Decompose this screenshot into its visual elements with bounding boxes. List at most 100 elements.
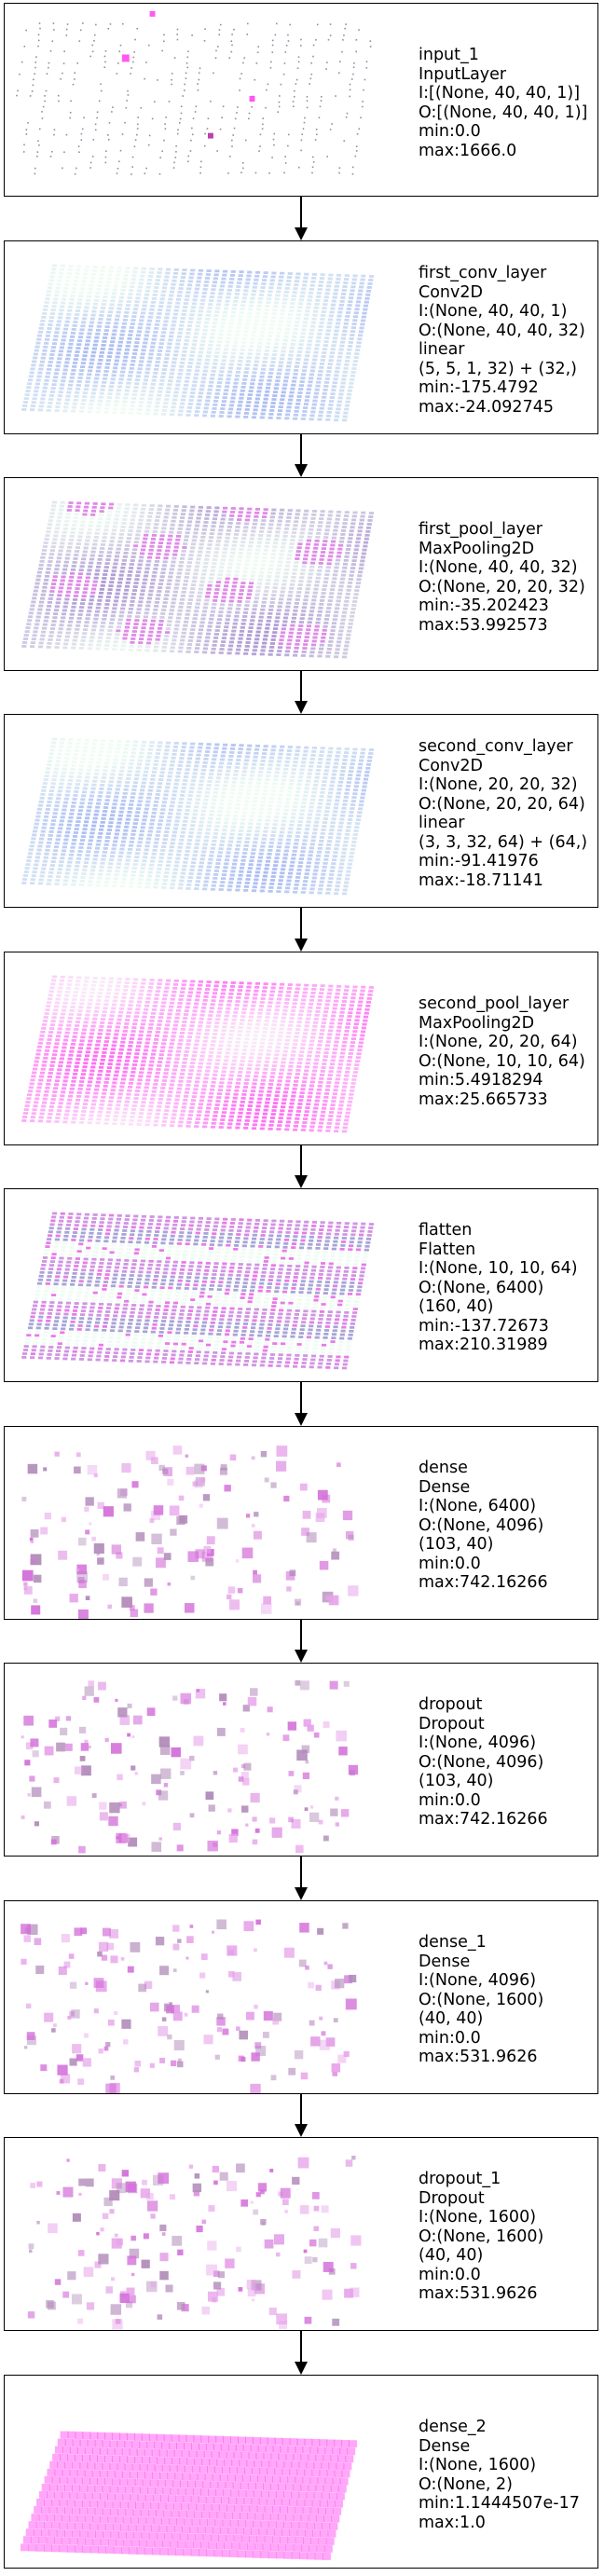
feature-cell xyxy=(129,840,134,843)
feature-cell xyxy=(46,804,51,807)
feature-cell xyxy=(146,878,152,882)
feature-cell xyxy=(335,603,340,607)
feature-cell xyxy=(71,883,76,886)
feature-cell xyxy=(92,816,98,820)
feature-cell xyxy=(110,810,117,814)
feature-cell xyxy=(302,280,308,283)
feature-cell xyxy=(107,825,113,829)
feature-cell xyxy=(56,361,62,364)
feature-cell xyxy=(285,283,291,286)
feature-cell xyxy=(246,401,252,404)
feature-cell xyxy=(186,602,193,605)
feature-cell xyxy=(125,817,130,821)
feature-cell xyxy=(274,771,280,774)
feature-cell xyxy=(89,557,95,561)
feature-cell xyxy=(43,818,48,822)
feature-cell xyxy=(39,837,45,841)
feature-cell xyxy=(84,583,89,587)
feature-cell xyxy=(82,749,88,753)
feature-cell xyxy=(364,533,370,537)
feature-cell xyxy=(230,507,236,510)
feature-cell xyxy=(179,323,185,327)
feature-cell xyxy=(76,265,82,268)
feature-cell xyxy=(202,884,208,887)
feature-cell xyxy=(47,564,52,567)
feature-cell xyxy=(101,857,106,861)
feature-cell xyxy=(261,841,267,844)
feature-cell xyxy=(273,538,280,541)
input-point xyxy=(34,73,35,75)
layer-name: first_conv_layer xyxy=(419,264,547,282)
feature-cell xyxy=(67,860,73,864)
feature-cell xyxy=(176,853,182,856)
feature-cell xyxy=(281,860,287,864)
feature-cell xyxy=(177,845,183,849)
feature-cell xyxy=(158,541,164,545)
feature-cell xyxy=(31,874,36,878)
feature-cell xyxy=(160,767,166,771)
feature-cell xyxy=(265,346,270,349)
feature-cell xyxy=(144,770,149,774)
feature-cell xyxy=(161,609,167,611)
feature-cell xyxy=(105,517,111,521)
feature-cell xyxy=(267,812,272,815)
feature-cell xyxy=(208,857,213,861)
feature-cell xyxy=(262,404,268,408)
feature-cell xyxy=(231,348,237,351)
feature-cell xyxy=(284,804,290,808)
feature-cell xyxy=(220,281,226,284)
feature-cell xyxy=(152,375,158,378)
feature-cell xyxy=(317,418,323,421)
feature-cell xyxy=(198,550,203,554)
feature-cell xyxy=(194,802,200,805)
feature-cell xyxy=(220,603,226,607)
feature-cell xyxy=(245,363,251,366)
feature-cell xyxy=(197,358,202,362)
feature-cell xyxy=(48,871,54,874)
feature-cell xyxy=(296,309,302,313)
feature-cell xyxy=(122,637,128,640)
feature-cell xyxy=(124,744,130,747)
feature-cell xyxy=(287,638,293,642)
feature-cell xyxy=(253,518,258,522)
feature-cell xyxy=(130,833,136,836)
feature-cell xyxy=(237,281,242,284)
feature-cell xyxy=(93,813,99,816)
input-point xyxy=(244,139,247,142)
feature-cell xyxy=(104,758,110,761)
feature-cell xyxy=(324,573,330,577)
feature-cell xyxy=(48,631,55,634)
feature-cell xyxy=(38,563,44,567)
feature-cell xyxy=(88,287,93,291)
feature-cell xyxy=(72,798,77,801)
feature-cell xyxy=(34,859,40,863)
feature-cell xyxy=(226,806,232,810)
feature-cell xyxy=(269,560,275,564)
feature-cell xyxy=(287,830,293,834)
feature-cell xyxy=(343,322,349,325)
feature-cell xyxy=(216,385,222,388)
feature-cell xyxy=(193,613,199,617)
feature-cell xyxy=(83,509,89,513)
feature-cell xyxy=(55,838,61,842)
feature-cell xyxy=(48,279,54,282)
feature-cell xyxy=(322,628,327,632)
input-point xyxy=(27,121,29,124)
feature-cell xyxy=(158,545,163,548)
input-point xyxy=(285,44,288,47)
feature-cell xyxy=(45,571,50,574)
feature-cell xyxy=(108,543,114,547)
feature-cell xyxy=(226,288,232,292)
feature-cell xyxy=(32,833,37,837)
feature-cell xyxy=(59,819,64,823)
input-point xyxy=(38,128,41,130)
feature-cell xyxy=(104,366,110,369)
feature-cell xyxy=(75,350,80,353)
feature-cell xyxy=(122,359,128,363)
feature-cell xyxy=(195,647,200,651)
feature-cell xyxy=(189,354,195,357)
feature-cell xyxy=(301,283,308,287)
feature-cell xyxy=(66,349,72,353)
feature-cell xyxy=(111,528,117,532)
feature-cell xyxy=(279,597,284,601)
